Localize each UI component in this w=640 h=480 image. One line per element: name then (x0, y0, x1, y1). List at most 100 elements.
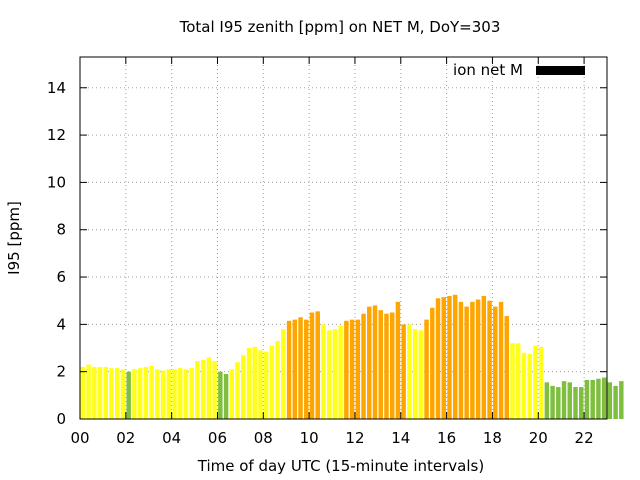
legend: ion net M (453, 61, 585, 79)
bar (556, 387, 561, 419)
bar (298, 317, 303, 419)
y-tick-label: 0 (56, 410, 66, 428)
bar (521, 352, 527, 419)
bar (120, 369, 126, 419)
bar (92, 366, 97, 419)
bar (229, 369, 235, 419)
bar (464, 306, 469, 419)
bar (395, 301, 401, 419)
bar (487, 300, 492, 419)
bar (286, 320, 292, 419)
bar (126, 371, 131, 419)
bar (218, 371, 223, 419)
bar (252, 346, 257, 419)
bar (544, 382, 550, 419)
bar (269, 345, 275, 419)
x-tick-label: 18 (483, 429, 502, 447)
bar (172, 369, 177, 419)
bar (206, 357, 212, 419)
bar (103, 366, 109, 419)
x-tick-label: 00 (70, 429, 89, 447)
bar (149, 365, 154, 419)
bar (430, 307, 435, 419)
y-axis-label: I95 [ppm] (5, 201, 23, 275)
bar (470, 301, 475, 419)
bar (80, 366, 86, 419)
y-axis-tick-labels: 0 2 4 6 8 10 12 14 (47, 79, 66, 428)
bar (183, 369, 189, 419)
bar (241, 355, 246, 419)
bar (493, 306, 498, 419)
bar (315, 311, 320, 419)
chart-title: Total I95 zenith [ppm] on NET M, DoY=303 (179, 18, 501, 36)
x-tick-label: 10 (300, 429, 319, 447)
bar (160, 370, 166, 419)
bar (561, 381, 567, 419)
bar (458, 301, 464, 419)
bar (590, 379, 595, 419)
bar (212, 361, 217, 419)
bar (533, 345, 538, 419)
bar (578, 387, 584, 419)
bar (344, 320, 349, 419)
bar (619, 381, 624, 419)
bar (309, 312, 315, 419)
bars (80, 294, 624, 419)
bar (596, 378, 601, 419)
bar (384, 313, 389, 419)
bar (367, 306, 372, 419)
x-tick-label: 02 (116, 429, 135, 447)
x-axis-tick-labels: 00 02 04 06 08 10 12 14 16 18 20 22 (70, 429, 593, 447)
bar (132, 369, 137, 419)
bar (613, 385, 618, 419)
bar (246, 348, 252, 419)
bar (166, 369, 172, 419)
bar (447, 295, 452, 419)
bar (97, 366, 103, 419)
x-tick-label: 04 (162, 429, 181, 447)
bar (321, 324, 326, 419)
bar (155, 369, 160, 419)
x-tick-label: 08 (254, 429, 273, 447)
bar (361, 313, 366, 419)
bar (389, 312, 395, 419)
y-tick-label: 8 (56, 221, 66, 239)
bar (504, 316, 509, 419)
bar (275, 340, 280, 419)
bar (109, 368, 114, 419)
bar (481, 295, 487, 419)
bar (338, 325, 343, 419)
bar (143, 366, 149, 419)
bar (601, 377, 607, 419)
bar (584, 379, 590, 419)
bar (349, 319, 355, 419)
bar (86, 364, 91, 419)
bar (475, 299, 481, 419)
bar (258, 350, 263, 419)
bar (550, 385, 555, 419)
y-tick-label: 2 (56, 363, 66, 381)
bar (452, 294, 458, 419)
x-tick-label: 06 (208, 429, 227, 447)
y-tick-label: 10 (47, 173, 66, 191)
x-tick-label: 22 (575, 429, 594, 447)
x-tick-label: 20 (529, 429, 548, 447)
bar (567, 382, 573, 419)
x-tick-label: 14 (391, 429, 410, 447)
bar (424, 319, 429, 419)
bar (378, 310, 383, 419)
y-tick-label: 14 (47, 79, 66, 97)
legend-label: ion net M (453, 61, 523, 79)
bar (527, 353, 532, 419)
axis-ticks (79, 57, 607, 420)
bar (401, 324, 406, 419)
plot-border (79, 56, 608, 420)
bar (200, 359, 206, 419)
grid-lines (80, 57, 607, 419)
bar (372, 305, 378, 419)
x-tick-label: 12 (345, 429, 364, 447)
bar (407, 324, 412, 419)
bar (332, 329, 338, 419)
bar (510, 343, 515, 419)
